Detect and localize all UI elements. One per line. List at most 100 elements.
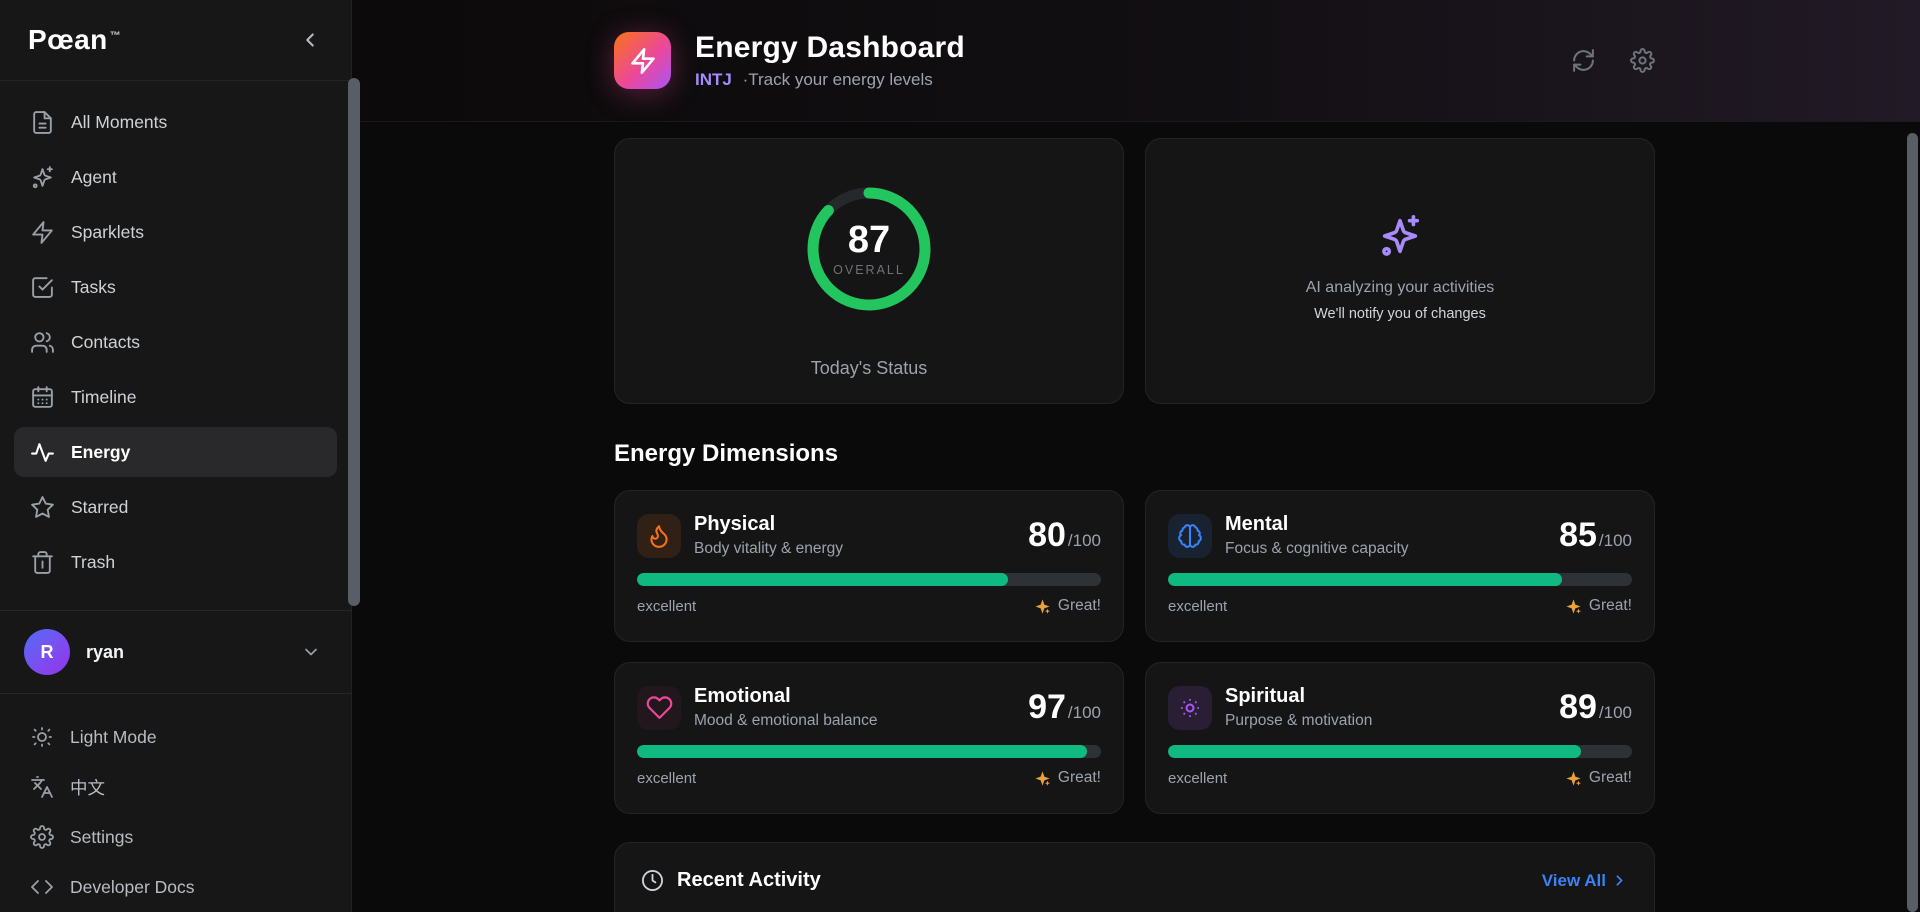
- dimension-desc: Body vitality & energy: [694, 540, 844, 557]
- sidebar-footer: Light Mode 中文 Settings Developer Docs: [0, 712, 351, 912]
- app-logo: Pœan ™: [28, 24, 122, 56]
- sparkle-icon: [1565, 598, 1582, 615]
- sidebar-collapse-button[interactable]: [299, 29, 321, 51]
- dimension-grid: Physical Body vitality & energy 80 /100 …: [614, 490, 1655, 814]
- refresh-icon: [1571, 48, 1596, 73]
- user-name: ryan: [86, 641, 125, 662]
- calendar-icon: [30, 385, 55, 410]
- footer-item-label: 中文: [70, 777, 105, 798]
- user-menu[interactable]: R ryan: [0, 629, 351, 676]
- dimension-score-max: /100: [1067, 703, 1101, 722]
- progress-track: [1168, 745, 1632, 758]
- sidebar-item-label: Trash: [71, 551, 116, 572]
- dimension-card-emotional: Emotional Mood & emotional balance 97 /1…: [614, 662, 1124, 814]
- footer-item-label: Settings: [70, 826, 134, 847]
- sidebar-item-label: Contacts: [71, 331, 141, 352]
- dimension-desc: Focus & cognitive capacity: [1225, 540, 1409, 557]
- content-scrollbar-thumb[interactable]: [1907, 133, 1918, 912]
- sidebar-item-contacts[interactable]: Contacts: [14, 317, 337, 367]
- sidebar-item-sparklets[interactable]: Sparklets: [14, 207, 337, 257]
- sidebar-item-tasks[interactable]: Tasks: [14, 262, 337, 312]
- avatar-initial: R: [40, 641, 54, 662]
- view-all-link[interactable]: View All: [1542, 871, 1628, 891]
- dimension-name: Mental: [1225, 513, 1289, 535]
- recent-activity-title: Recent Activity: [677, 869, 821, 891]
- dimension-badge-text: Great!: [1057, 769, 1101, 786]
- developer-docs-link[interactable]: Developer Docs: [14, 862, 337, 912]
- sidebar-item-starred[interactable]: Starred: [14, 482, 337, 532]
- dimension-score-max: /100: [1598, 531, 1632, 550]
- main-area: Energy Dashboard INTJ ·Track your energy…: [352, 0, 1920, 912]
- page-subtitle: ·Track your energy levels: [742, 70, 933, 89]
- dimension-status: excellent: [637, 597, 697, 615]
- settings-button[interactable]: [1630, 48, 1655, 73]
- progress-track: [637, 745, 1101, 758]
- trademark: ™: [109, 29, 122, 42]
- sidebar-item-all-moments[interactable]: All Moments: [14, 97, 337, 147]
- dimension-card-physical: Physical Body vitality & energy 80 /100 …: [614, 490, 1124, 642]
- check-square-icon: [30, 275, 55, 300]
- dimension-card-mental: Mental Focus & cognitive capacity 85 /10…: [1145, 490, 1655, 642]
- translate-icon: [30, 775, 54, 799]
- language-switch[interactable]: 中文: [14, 762, 337, 812]
- dimension-badge-text: Great!: [1057, 597, 1101, 614]
- sidebar-item-trash[interactable]: Trash: [14, 537, 337, 587]
- code-icon: [30, 875, 54, 899]
- chevron-down-icon: [301, 642, 321, 662]
- sun-rays-icon: [1168, 685, 1212, 730]
- sidebar-scrollbar-thumb[interactable]: [348, 78, 360, 606]
- sparkle-icon: [1034, 770, 1051, 787]
- sidebar-item-agent[interactable]: Agent: [14, 152, 337, 202]
- dimension-status: excellent: [637, 769, 697, 787]
- dimension-badge-text: Great!: [1588, 597, 1632, 614]
- trash-icon: [30, 550, 55, 575]
- progress-track: [637, 573, 1101, 586]
- flame-icon: [637, 513, 681, 558]
- sun-icon: [30, 725, 54, 749]
- page-title: Energy Dashboard: [695, 31, 965, 64]
- progress-fill: [637, 745, 1088, 758]
- dimension-badge-text: Great!: [1588, 769, 1632, 786]
- progress-fill: [1168, 573, 1563, 586]
- star-icon: [30, 495, 55, 520]
- zap-icon: [30, 220, 55, 245]
- dimension-name: Spiritual: [1225, 685, 1306, 707]
- energy-app-icon: [614, 32, 671, 89]
- overall-score-ring: 87 OVERALL: [801, 181, 937, 317]
- sparkle-plus-icon: [30, 165, 55, 190]
- progress-fill: [637, 573, 1009, 586]
- sidebar-item-energy[interactable]: Energy: [14, 427, 337, 478]
- sparkle-icon: [1034, 598, 1051, 615]
- dimension-score-max: /100: [1598, 703, 1632, 722]
- zap-icon: [629, 47, 657, 75]
- users-icon: [30, 330, 55, 355]
- sidebar: Pœan ™ All Moments Agent: [0, 0, 360, 912]
- sidebar-item-label: Starred: [71, 496, 129, 517]
- refresh-button[interactable]: [1571, 48, 1596, 73]
- recent-activity-card: Recent Activity View All: [614, 842, 1655, 912]
- overall-score-label: OVERALL: [833, 263, 905, 277]
- sidebar-item-label: All Moments: [71, 111, 168, 132]
- heart-icon: [637, 685, 681, 730]
- activity-pulse-icon: [30, 440, 55, 465]
- brain-icon: [1168, 513, 1212, 558]
- dimension-status: excellent: [1168, 597, 1228, 615]
- light-mode-toggle[interactable]: Light Mode: [14, 712, 337, 762]
- dimension-name: Physical: [694, 513, 776, 535]
- settings-link[interactable]: Settings: [14, 812, 337, 862]
- dimension-score: 89: [1559, 688, 1597, 726]
- sidebar-item-timeline[interactable]: Timeline: [14, 372, 337, 422]
- section-heading: Energy Dimensions: [614, 440, 839, 467]
- overall-score-value: 87: [847, 219, 891, 261]
- document-icon: [30, 110, 55, 135]
- progress-fill: [1168, 745, 1581, 758]
- progress-track: [1168, 573, 1632, 586]
- footer-item-label: Developer Docs: [70, 876, 195, 897]
- sidebar-item-label: Sparklets: [71, 221, 144, 242]
- dimension-desc: Mood & emotional balance: [694, 712, 878, 729]
- todays-status-card: 87 OVERALL Today's Status: [614, 138, 1124, 404]
- sparkle-icon: [1565, 770, 1582, 787]
- sidebar-divider: [0, 693, 351, 694]
- footer-item-label: Light Mode: [70, 726, 157, 747]
- dimension-card-spiritual: Spiritual Purpose & motivation 89 /100 e…: [1145, 662, 1655, 814]
